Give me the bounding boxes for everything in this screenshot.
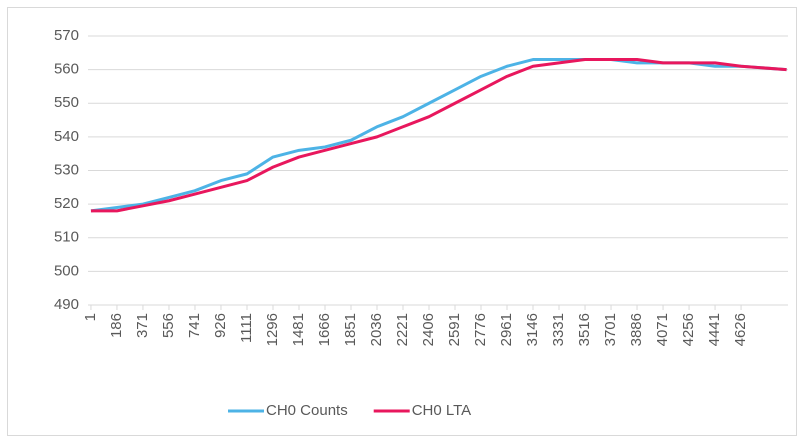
- y-tick-label: 510: [54, 229, 79, 246]
- x-tick-label: 741: [186, 313, 203, 338]
- x-tick-label: 186: [108, 313, 125, 338]
- x-tick-label: 3146: [524, 313, 541, 346]
- x-tick-label: 4071: [654, 313, 671, 346]
- x-tick-label: 926: [212, 313, 229, 338]
- x-tick-label: 3516: [576, 313, 593, 346]
- y-tick-label: 550: [54, 94, 79, 111]
- x-tick-label: 4626: [732, 313, 749, 346]
- x-tick-label: 556: [160, 313, 177, 338]
- x-tick-label: 2961: [498, 313, 515, 346]
- y-tick-label: 520: [54, 195, 79, 212]
- y-tick-label: 560: [54, 61, 79, 78]
- y-tick-label: 490: [54, 296, 79, 313]
- y-tick-label: 530: [54, 161, 79, 178]
- legend-label: CH0 Counts: [266, 402, 348, 419]
- chart-border: [7, 7, 797, 436]
- y-tick-label: 500: [54, 262, 79, 279]
- x-tick-label: 1666: [316, 313, 333, 346]
- legend-label: CH0 LTA: [412, 402, 471, 419]
- x-tick-label: 1851: [342, 313, 359, 346]
- x-tick-label: 4441: [706, 313, 723, 346]
- series-line: [90, 58, 787, 213]
- y-tick-label: 540: [54, 128, 79, 145]
- x-tick-label: 3701: [602, 313, 619, 346]
- x-tick-label: 2406: [420, 313, 437, 346]
- x-tick-label: 4256: [680, 313, 697, 346]
- x-tick-label: 1111: [238, 313, 255, 343]
- x-tick-label: 1: [82, 313, 99, 321]
- x-tick-label: 3886: [628, 313, 645, 346]
- x-tick-label: 2591: [446, 313, 463, 346]
- x-tick-label: 1296: [264, 313, 281, 346]
- x-tick-label: 2776: [472, 313, 489, 346]
- x-tick-label: 2036: [368, 313, 385, 346]
- x-tick-label: 3331: [550, 313, 567, 346]
- x-tick-label: 1481: [290, 313, 307, 346]
- y-tick-label: 570: [54, 27, 79, 44]
- x-tick-label: 371: [134, 313, 151, 338]
- x-tick-label: 2221: [394, 313, 411, 346]
